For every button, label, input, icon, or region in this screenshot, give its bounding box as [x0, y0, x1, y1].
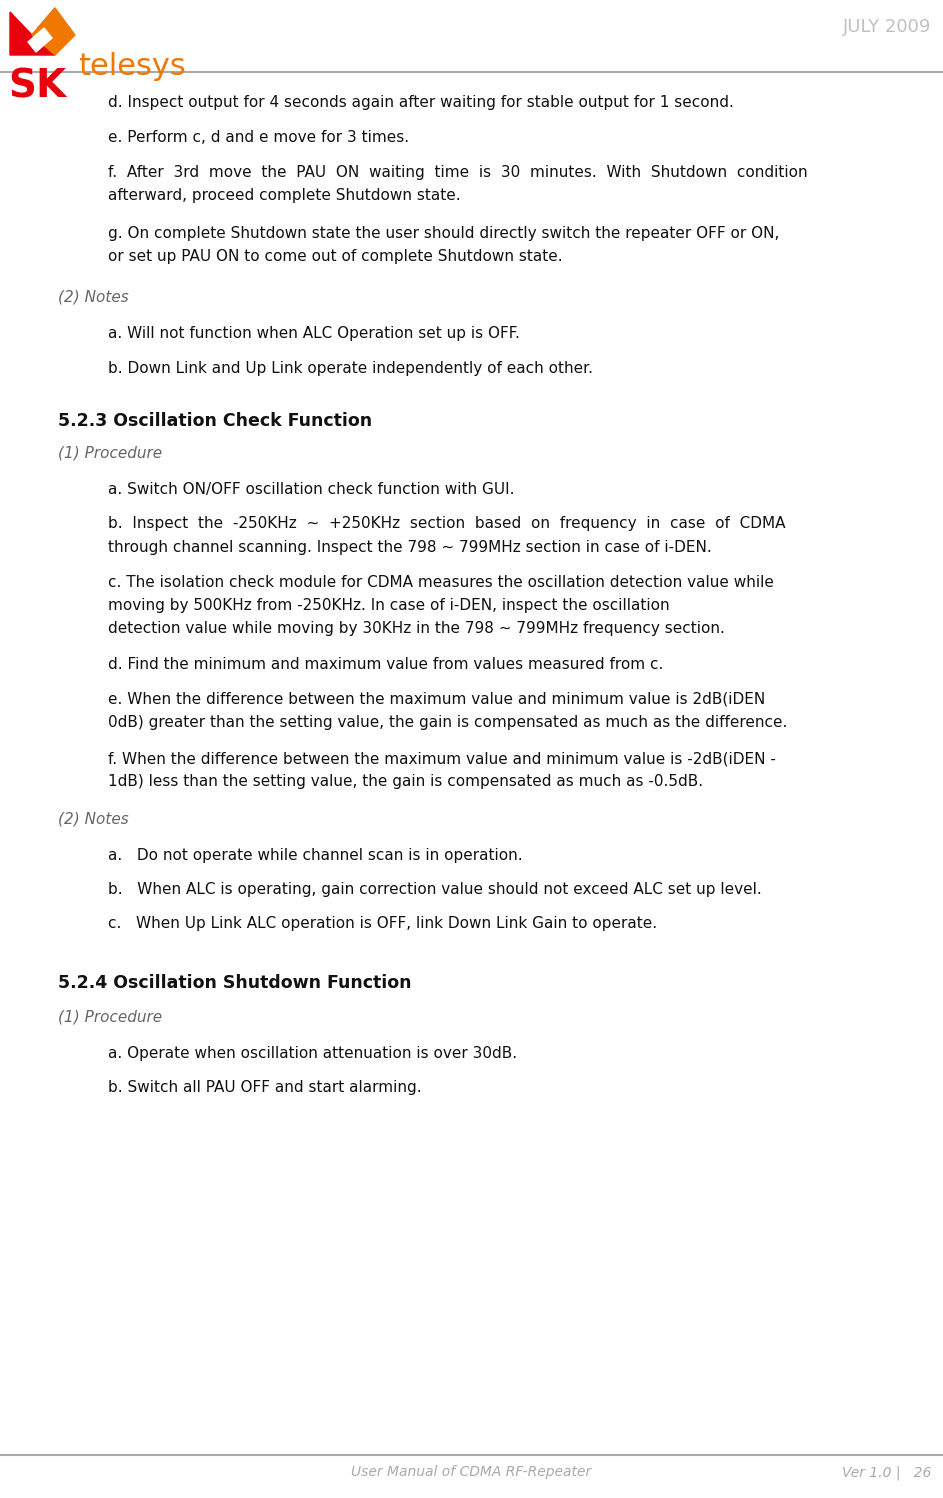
Text: through channel scanning. Inspect the 798 ~ 799MHz section in case of i-DEN.: through channel scanning. Inspect the 79… [108, 539, 712, 554]
Text: b. Down Link and Up Link operate independently of each other.: b. Down Link and Up Link operate indepen… [108, 361, 593, 376]
Text: d. Inspect output for 4 seconds again after waiting for stable output for 1 seco: d. Inspect output for 4 seconds again af… [108, 94, 734, 109]
Text: b.  Inspect  the  -250KHz  ~  +250KHz  section  based  on  frequency  in  case  : b. Inspect the -250KHz ~ +250KHz section… [108, 515, 786, 530]
Text: a. Operate when oscillation attenuation is over 30dB.: a. Operate when oscillation attenuation … [108, 1046, 517, 1061]
Text: a. Switch ON/OFF oscillation check function with GUI.: a. Switch ON/OFF oscillation check funct… [108, 482, 515, 497]
Polygon shape [32, 7, 75, 55]
Text: c.   When Up Link ALC operation is OFF, link Down Link Gain to operate.: c. When Up Link ALC operation is OFF, li… [108, 915, 657, 930]
Text: JULY 2009: JULY 2009 [843, 18, 931, 36]
Text: d. Find the minimum and maximum value from values measured from c.: d. Find the minimum and maximum value fr… [108, 658, 663, 673]
Text: b. Switch all PAU OFF and start alarming.: b. Switch all PAU OFF and start alarming… [108, 1080, 422, 1095]
Text: a. Will not function when ALC Operation set up is OFF.: a. Will not function when ALC Operation … [108, 327, 520, 342]
Text: Ver 1.0 |   26: Ver 1.0 | 26 [841, 1465, 931, 1480]
Text: 0dB) greater than the setting value, the gain is compensated as much as the diff: 0dB) greater than the setting value, the… [108, 715, 787, 730]
Text: 5.2.3 Oscillation Check Function: 5.2.3 Oscillation Check Function [58, 412, 372, 430]
Text: SK: SK [8, 67, 66, 106]
Text: 1dB) less than the setting value, the gain is compensated as much as -0.5dB.: 1dB) less than the setting value, the ga… [108, 774, 703, 789]
Text: b.   When ALC is operating, gain correction value should not exceed ALC set up l: b. When ALC is operating, gain correctio… [108, 882, 762, 897]
Text: (2) Notes: (2) Notes [58, 812, 129, 827]
Text: telesys: telesys [78, 52, 186, 81]
Text: e. Perform c, d and e move for 3 times.: e. Perform c, d and e move for 3 times. [108, 130, 409, 145]
Text: e. When the difference between the maximum value and minimum value is 2dB(iDEN: e. When the difference between the maxim… [108, 692, 766, 707]
Text: (2) Notes: (2) Notes [58, 291, 129, 306]
Text: g. On complete Shutdown state the user should directly switch the repeater OFF o: g. On complete Shutdown state the user s… [108, 226, 779, 241]
Text: f. When the difference between the maximum value and minimum value is -2dB(iDEN : f. When the difference between the maxim… [108, 750, 776, 765]
Text: User Manual of CDMA RF-Repeater: User Manual of CDMA RF-Repeater [352, 1465, 591, 1479]
Text: (1) Procedure: (1) Procedure [58, 1010, 162, 1025]
Text: detection value while moving by 30KHz in the 798 ~ 799MHz frequency section.: detection value while moving by 30KHz in… [108, 622, 725, 637]
Text: afterward, proceed complete Shutdown state.: afterward, proceed complete Shutdown sta… [108, 189, 460, 204]
Text: or set up PAU ON to come out of complete Shutdown state.: or set up PAU ON to come out of complete… [108, 249, 563, 264]
Text: f.  After  3rd  move  the  PAU  ON  waiting  time  is  30  minutes.  With  Shutd: f. After 3rd move the PAU ON waiting tim… [108, 165, 807, 180]
Text: (1) Procedure: (1) Procedure [58, 446, 162, 461]
Polygon shape [28, 28, 52, 52]
Text: moving by 500KHz from -250KHz. In case of i-DEN, inspect the oscillation: moving by 500KHz from -250KHz. In case o… [108, 598, 670, 613]
Text: c. The isolation check module for CDMA measures the oscillation detection value : c. The isolation check module for CDMA m… [108, 575, 774, 590]
Text: a.   Do not operate while channel scan is in operation.: a. Do not operate while channel scan is … [108, 848, 522, 863]
Polygon shape [10, 7, 55, 55]
Text: 5.2.4 Oscillation Shutdown Function: 5.2.4 Oscillation Shutdown Function [58, 974, 411, 992]
